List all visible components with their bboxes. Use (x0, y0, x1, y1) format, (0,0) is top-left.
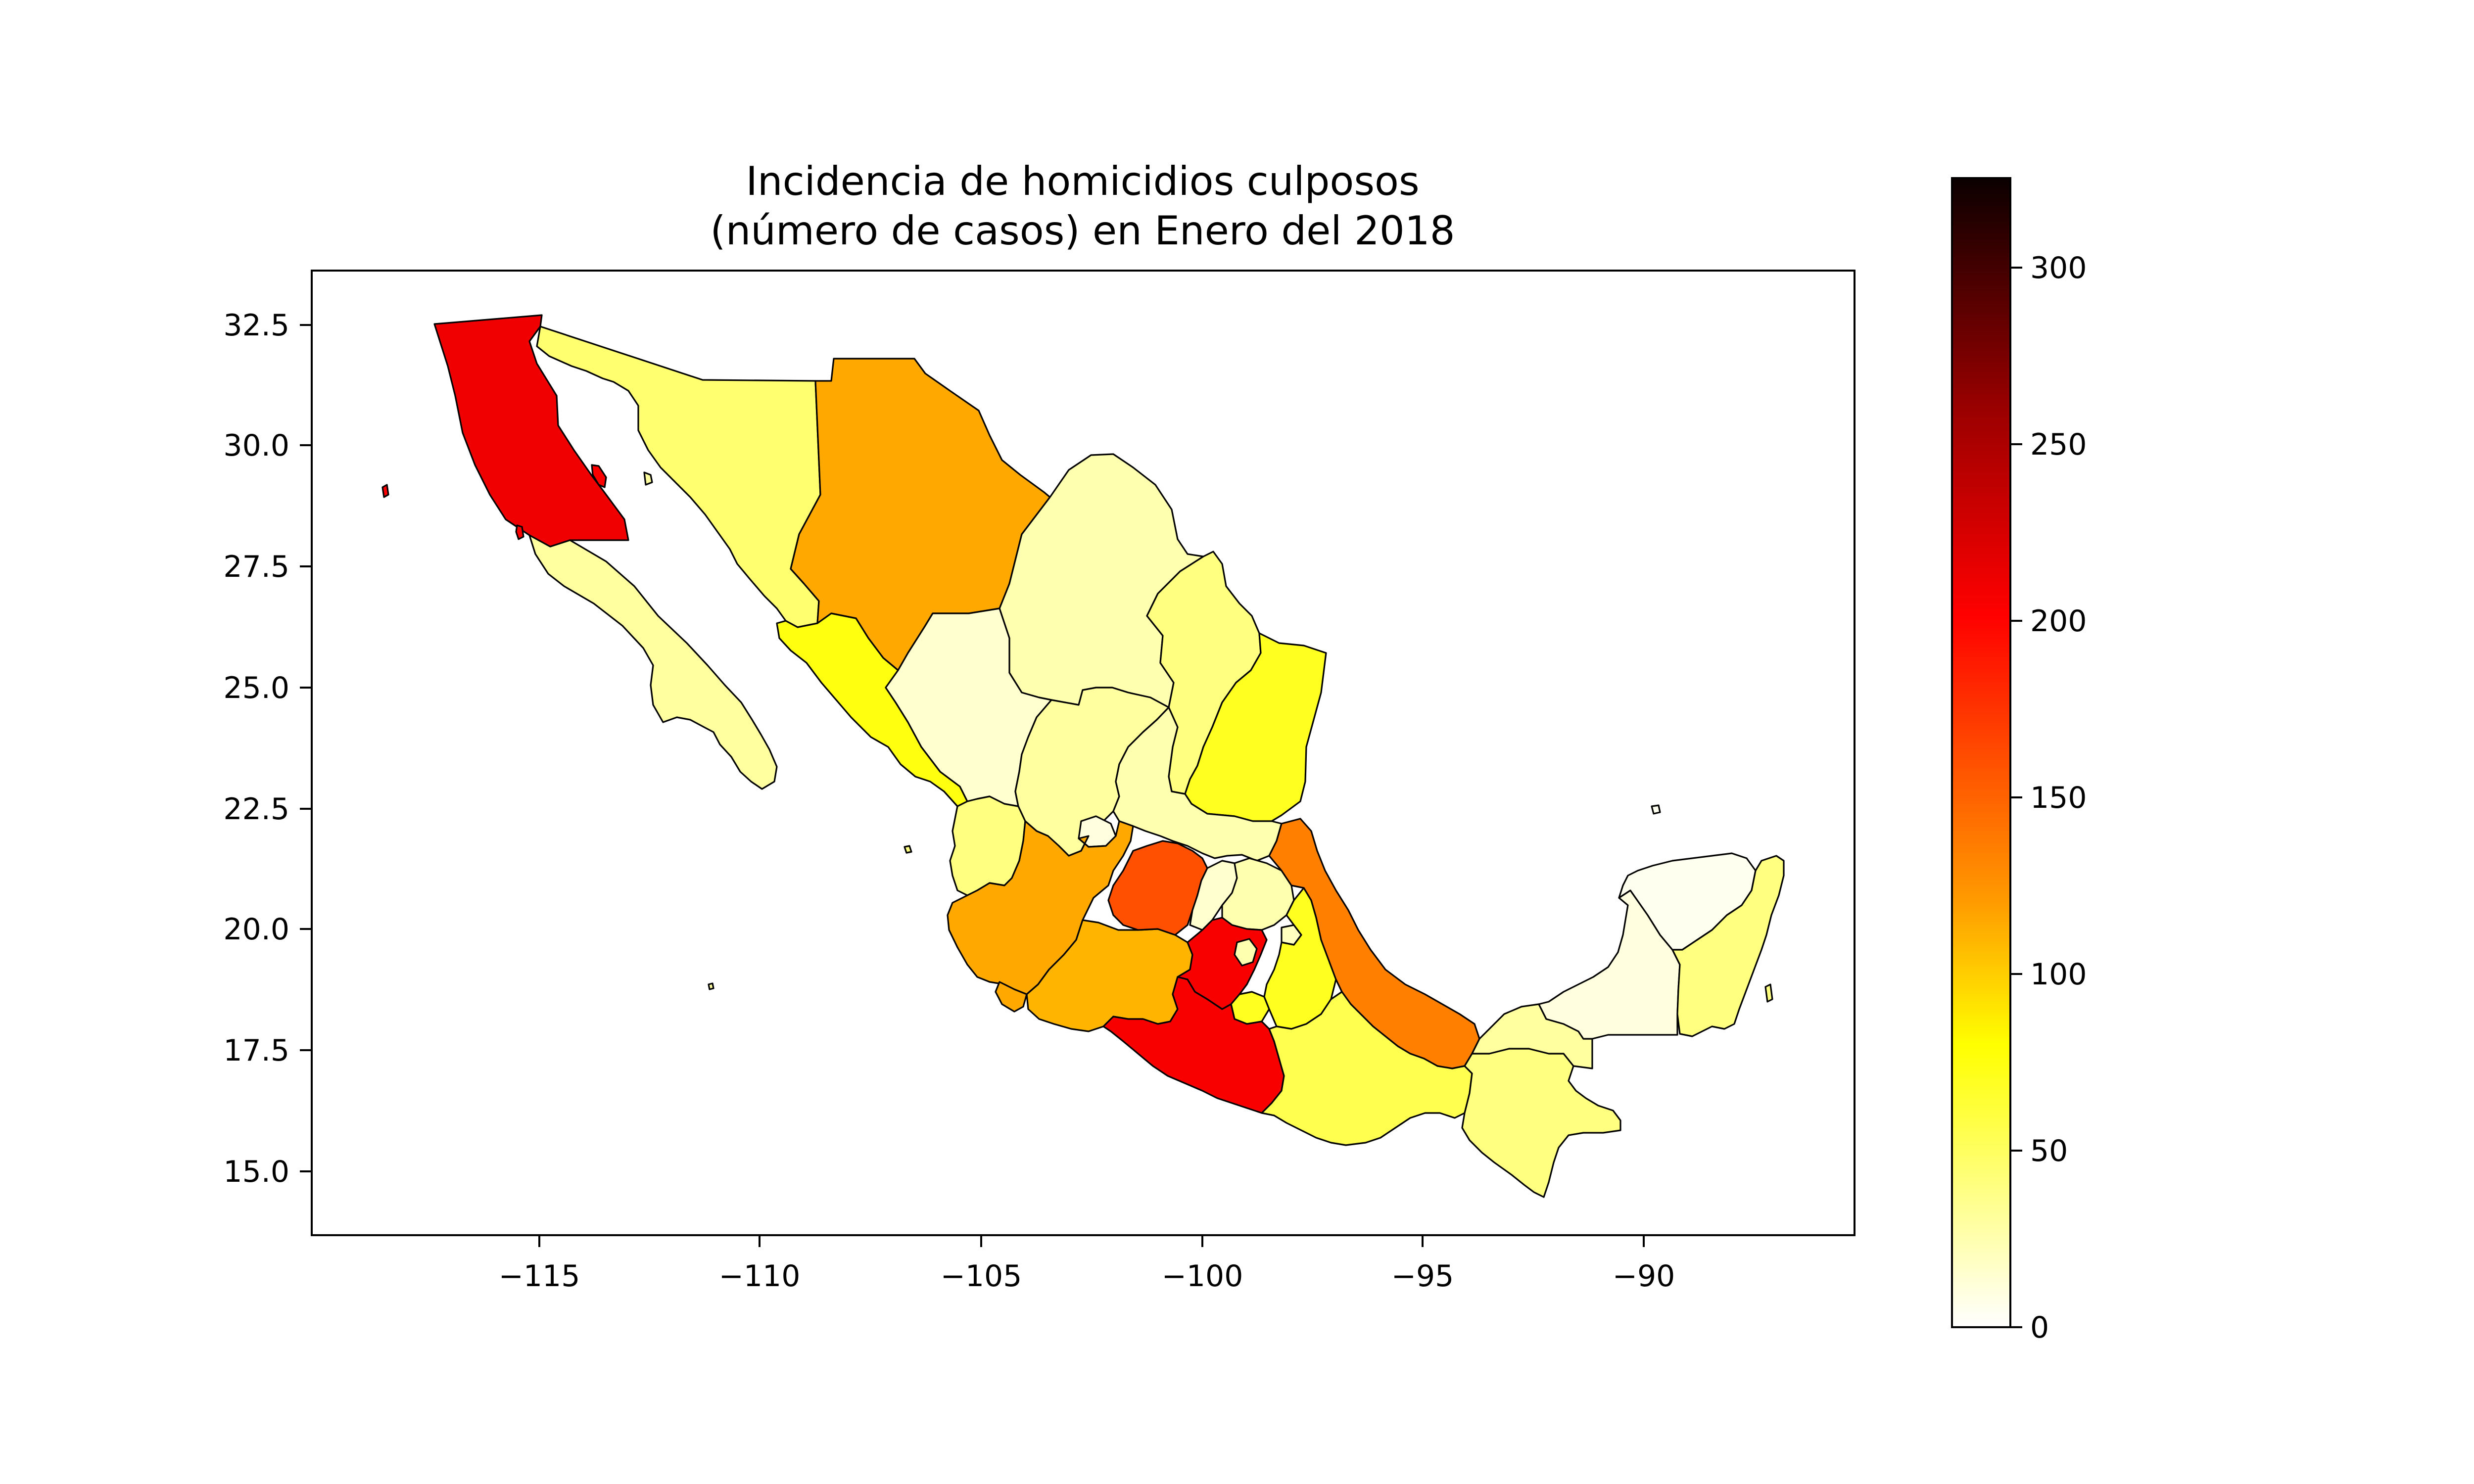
y-tick-label: 27.5 (223, 550, 289, 584)
x-axis: −115 −110 −105 −100 −95 −90 (499, 1235, 1675, 1294)
colorbar-tick-label: 150 (2030, 781, 2087, 815)
colorbar-tick-label: 50 (2030, 1134, 2068, 1168)
map-states (433, 314, 1785, 1198)
state-guanajuato (1107, 840, 1208, 936)
y-tick-label: 15.0 (223, 1155, 289, 1189)
colorbar-tick-label: 250 (2030, 427, 2087, 462)
state-hidalgo (1221, 857, 1295, 931)
chart-title-line2: (número de casos) en Enero del 2018 (710, 208, 1455, 254)
y-tick-label: 20.0 (223, 912, 289, 947)
x-tick-label: −95 (1391, 1259, 1454, 1294)
island-angel-de-la-guarda (591, 464, 607, 488)
island-guadalupe (381, 484, 389, 498)
colorbar-tick-label: 300 (2030, 251, 2087, 285)
colorbar: 0 50 100 150 200 250 300 (1951, 177, 2087, 1345)
y-tick-label: 30.0 (223, 428, 289, 463)
state-san-luis-potosi (1112, 706, 1283, 862)
colorbar-tick-label: 200 (2030, 604, 2087, 639)
state-quintana-roo (1671, 855, 1785, 1037)
colorbar-tick-label: 100 (2030, 957, 2087, 992)
y-axis: 15.0 17.5 20.0 22.5 25.0 27.5 30.0 32.5 (223, 308, 312, 1189)
y-tick-label: 25.0 (223, 671, 289, 705)
x-tick-label: −90 (1613, 1259, 1675, 1294)
island-socorro (708, 982, 714, 990)
y-tick-label: 22.5 (223, 792, 289, 827)
state-baja-california (433, 314, 629, 548)
state-ciudad-de-mexico (1234, 938, 1258, 967)
y-tick-label: 17.5 (223, 1033, 289, 1068)
state-oaxaca (1261, 991, 1473, 1146)
colorbar-gradient (1951, 177, 2011, 1328)
state-sinaloa (776, 612, 968, 807)
state-jalisco (947, 820, 1134, 995)
state-colima (995, 981, 1028, 1013)
island-islas-marias (904, 845, 912, 854)
x-tick-label: −115 (499, 1259, 580, 1294)
island-cozumel (1764, 983, 1773, 1003)
colorbar-tick-label: 0 (2030, 1310, 2049, 1345)
chart-title-line1: Incidencia de homicidios culposos (746, 158, 1419, 204)
island-tiburon (643, 471, 653, 486)
map-islands (381, 464, 1773, 1003)
y-tick-label: 32.5 (223, 308, 289, 343)
island-arrecife-alacranes (1651, 804, 1661, 815)
x-tick-label: −105 (941, 1259, 1022, 1294)
state-baja-california-sur (528, 534, 778, 790)
x-tick-label: −100 (1162, 1259, 1243, 1294)
x-tick-label: −110 (719, 1259, 801, 1294)
island-cedros (515, 524, 524, 540)
state-zacatecas (1014, 687, 1170, 857)
